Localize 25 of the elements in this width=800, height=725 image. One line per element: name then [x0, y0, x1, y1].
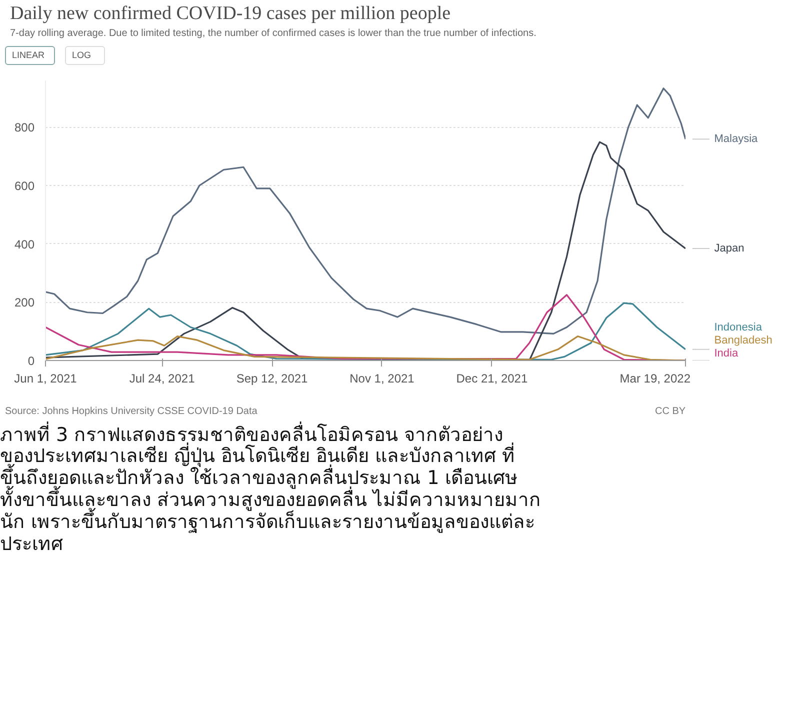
- text: Indonesia: [714, 322, 763, 334]
- y-tick-label: 400: [14, 238, 35, 252]
- x-tick-label: Mar 19, 2022: [620, 372, 691, 386]
- text: LINEAR: [12, 49, 45, 62]
- text: CC BY: [655, 405, 686, 420]
- y-tick-label: 800: [14, 120, 35, 135]
- text: Japan: [714, 242, 744, 255]
- text: Malaysia: [714, 133, 759, 146]
- chart-subtitle: 7-day rolling average. Due to limited testing, the number of confirmed cases is lower than the true number of infections.: [10, 27, 536, 42]
- text: ภาพที่ 3 กราฟแสดงธรรมชาติของคลื่นโอมิครอน จากตัวอย่าง: [0, 424, 504, 446]
- text: India: [714, 348, 739, 360]
- x-tick-label: Sep 12, 2021: [236, 372, 308, 386]
- text: LOG: [72, 49, 92, 62]
- line-series: [46, 88, 686, 335]
- y-tick-label: 600: [14, 179, 35, 194]
- x-tick-label: Jul 24, 2021: [129, 372, 196, 386]
- y-tick-label: 200: [14, 296, 35, 310]
- source-note: Source: Johns Hopkins University CSSE COVID-19 Data: [5, 405, 258, 420]
- y-tick-label: 0: [28, 354, 35, 368]
- x-tick-label: Dec 21, 2021: [456, 372, 528, 386]
- text: ประเทศ: [0, 532, 63, 556]
- x-tick-label: Jun 1, 2021: [14, 372, 78, 386]
- text: Bangladesh: [714, 334, 772, 347]
- x-tick-label: Nov 1, 2021: [350, 372, 415, 386]
- chart-title: Daily new confirmed COVID-19 cases per million people: [10, 2, 451, 26]
